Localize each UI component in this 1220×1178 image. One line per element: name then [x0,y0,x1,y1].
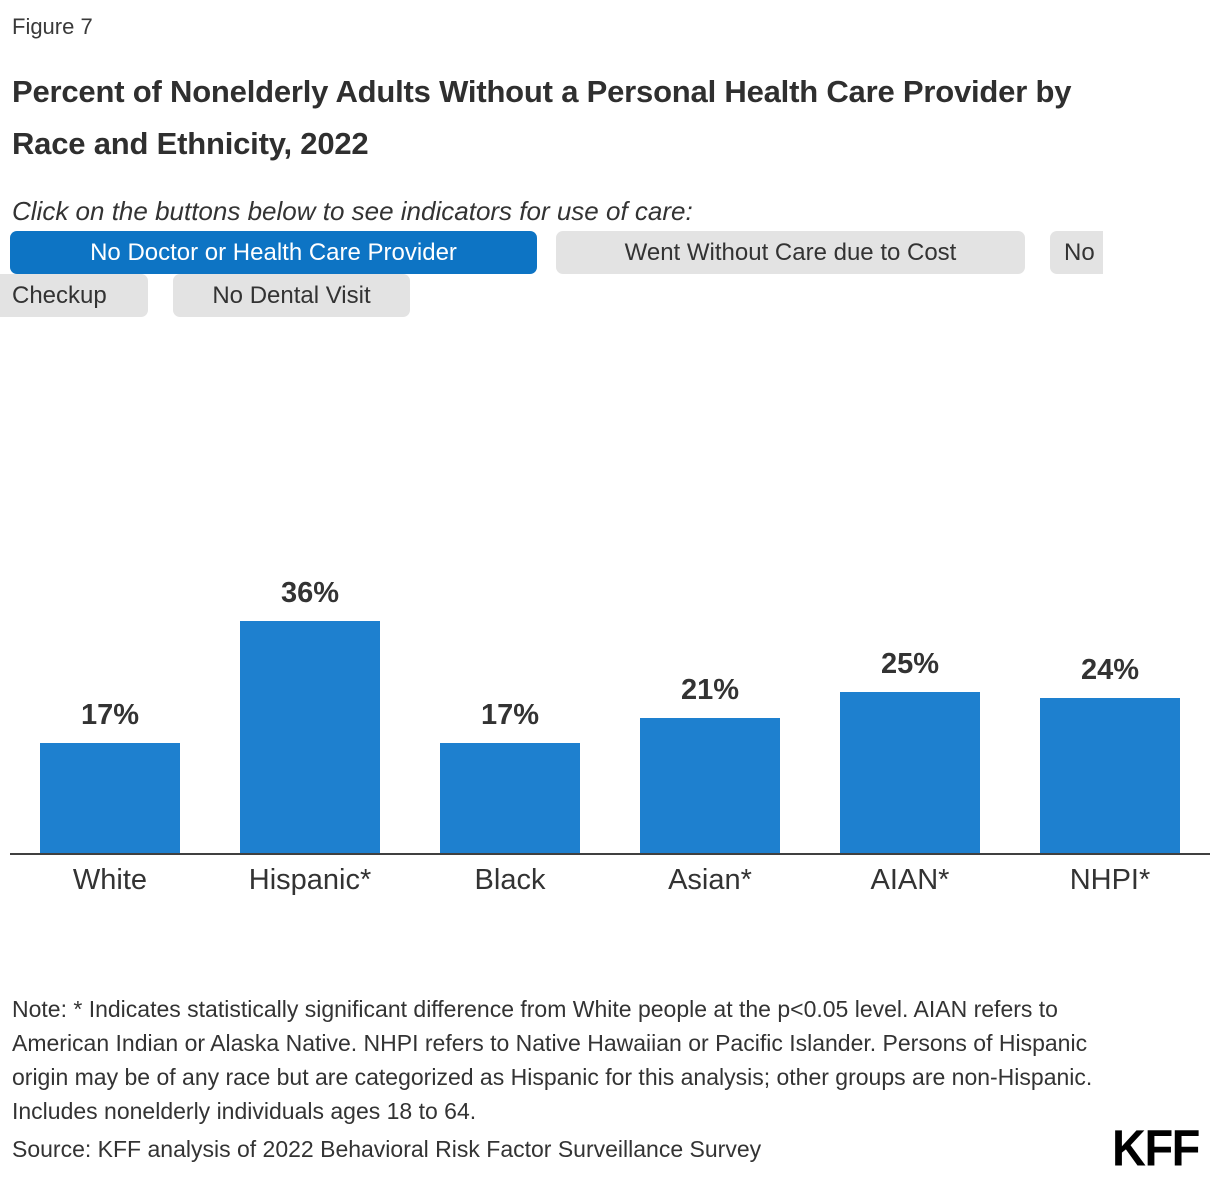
category-label-hispanic: Hispanic* [248,864,372,896]
category-label-white: White [72,864,148,896]
category-label-black: Black [474,864,546,896]
bar-value-label-black: 17% [480,699,540,731]
indicator-button-no-checkup-fragment-2[interactable]: Checkup [0,274,148,317]
bar-value-label-nhpi: 24% [1080,654,1140,686]
indicator-button-went-without-care-due-to-cost[interactable]: Went Without Care due to Cost [556,231,1025,274]
indicator-button-no-checkup-fragment-1[interactable]: No [1050,231,1103,274]
figure-number-label: Figure 7 [12,14,93,39]
footnote-text: Note: * Indicates statistically signific… [12,996,1093,1124]
bar-black[interactable] [440,743,580,853]
bar-value-label-hispanic: 36% [280,577,340,609]
category-label-nhpi: NHPI* [1069,864,1151,896]
category-label-aian: AIAN* [870,864,950,896]
bar-aian[interactable] [840,692,980,853]
category-label-asian: Asian* [668,864,752,896]
source-text: Source: KFF analysis of 2022 Behavioral … [12,1136,762,1162]
bar-hispanic[interactable] [240,621,380,853]
bar-value-label-white: 17% [80,699,140,731]
indicator-button-no-dental-visit[interactable]: No Dental Visit [173,274,410,317]
bar-asian[interactable] [640,718,780,853]
bar-white[interactable] [40,743,180,853]
bar-nhpi[interactable] [1040,698,1180,853]
bar-value-label-aian: 25% [880,648,940,680]
kff-logo: KFF [1112,1119,1200,1177]
indicator-button-no-doctor-or-health-care-provider[interactable]: No Doctor or Health Care Provider [10,231,537,274]
x-axis-line [10,853,1210,855]
instruction-text: Click on the buttons below to see indica… [12,196,693,226]
figure-title: Percent of Nonelderly Adults Without a P… [12,74,1072,161]
bar-value-label-asian: 21% [680,674,740,706]
